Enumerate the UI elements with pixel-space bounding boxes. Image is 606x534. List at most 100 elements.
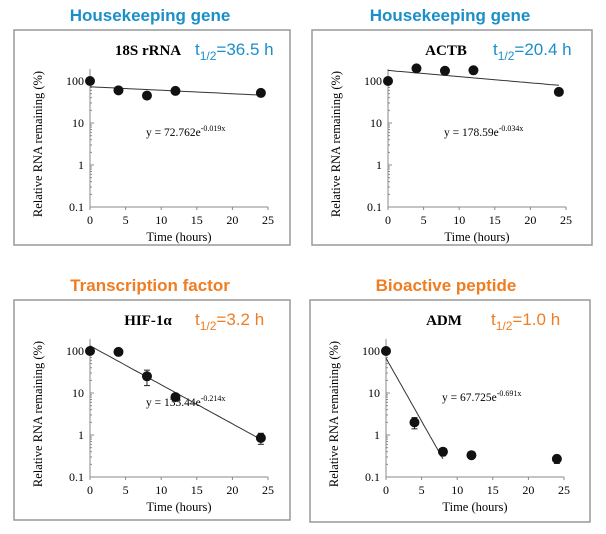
half-life-subscript: 1/2 [496,319,513,333]
fit-equation: y = 72.762e-0.019x [146,124,225,139]
y-tick-label: 10 [72,386,84,400]
gene-title: ACTB [425,43,467,59]
data-point [551,453,562,464]
half-life-prefix: t [491,310,496,329]
panel-category-title: Housekeeping gene [370,6,531,25]
x-axis-label: Time (hours) [146,500,211,514]
x-tick-label: 0 [385,213,391,227]
fit-equation-base: y = 72.762e [146,127,201,139]
half-life-label: t1/2=36.5 h [195,40,274,63]
x-axis-label: Time (hours) [444,230,509,244]
data-point [411,63,422,74]
y-tick-label: 100 [66,74,84,88]
fit-equation-exponent: -0.034x [499,124,524,133]
panel-category-title: Transcription factor [70,276,230,295]
x-tick-label: 10 [155,483,167,497]
x-tick-label: 25 [560,213,572,227]
half-life-label: t1/2=1.0 h [491,310,560,333]
x-axis-label: Time (hours) [146,230,211,244]
x-tick-label: 25 [558,483,570,497]
data-point [255,87,266,98]
data-point [113,85,124,96]
gene-title: 18S rRNA [115,43,181,59]
x-tick-label: 5 [421,213,427,227]
x-tick-label: 5 [123,483,129,497]
y-axis-label: Relative RNA remaining (%) [327,341,341,487]
chart-panel-2: Transcription factor 0.1 1 10 100 0 5 10 15 20 25 T… [13,276,291,521]
data-point [85,76,95,86]
y-tick-label: 100 [364,74,382,88]
fit-equation-exponent: -0.691x [497,389,522,398]
x-tick-label: 15 [191,483,203,497]
y-axis-label: Relative RNA remaining (%) [31,71,45,217]
data-point [113,346,124,357]
panel-frame [309,299,591,523]
x-tick-label: 15 [191,213,203,227]
chart-panel-1: Housekeeping gene 0.1 1 10 100 0 5 10 15 20 25 Time… [311,6,593,246]
half-life-value: =3.2 h [216,310,264,329]
chart-panel-3: Bioactive peptide 0.1 1 10 100 0 5 10 15 20 25 Time… [309,276,591,523]
y-tick-label: 0.1 [69,200,84,214]
data-point [255,432,266,443]
y-tick-label: 1 [78,158,84,172]
x-tick-label: 5 [419,483,425,497]
fit-equation-base: y = 133.44e [146,397,201,409]
data-point [141,371,152,382]
x-tick-label: 20 [522,483,534,497]
half-life-value: =36.5 h [216,40,273,59]
fit-equation-base: y = 178.59e [444,127,499,139]
panel-category-title: Bioactive peptide [376,276,517,295]
y-tick-label: 10 [368,386,380,400]
half-life-subscript: 1/2 [200,319,217,333]
x-tick-label: 15 [489,213,501,227]
data-point [170,392,181,403]
data-point [553,86,564,97]
y-tick-label: 100 [362,344,380,358]
gene-title: ADM [426,313,462,329]
x-tick-label: 25 [262,483,274,497]
half-life-label: t1/2=20.4 h [493,40,572,63]
fit-equation: y = 133.44e-0.214x [146,394,225,409]
data-point [170,85,181,96]
y-tick-label: 1 [376,158,382,172]
y-tick-label: 100 [66,344,84,358]
x-tick-label: 20 [226,213,238,227]
panel-frame [13,299,291,521]
data-point [466,450,477,461]
half-life-prefix: t [195,310,200,329]
x-tick-label: 5 [123,213,129,227]
x-tick-label: 10 [155,213,167,227]
half-life-label: t1/2=3.2 h [195,310,264,333]
x-tick-label: 20 [524,213,536,227]
data-point [383,76,393,86]
data-point [141,90,152,101]
half-life-value: =20.4 h [514,40,571,59]
chart-panel-0: Housekeeping gene 0.1 1 10 100 0 5 10 15 20 25 Time… [13,6,291,246]
fit-equation: y = 178.59e-0.034x [444,124,523,139]
panel-frame [311,29,593,246]
x-tick-label: 25 [262,213,274,227]
half-life-prefix: t [195,40,200,59]
y-tick-label: 1 [374,428,380,442]
y-tick-label: 0.1 [69,470,84,484]
y-tick-label: 0.1 [365,470,380,484]
x-tick-label: 20 [226,483,238,497]
x-tick-label: 10 [451,483,463,497]
data-point [409,417,420,428]
half-life-prefix: t [493,40,498,59]
x-tick-label: 0 [383,483,389,497]
panel-category-title: Housekeeping gene [70,6,231,25]
gene-title: HIF-1α [124,313,172,329]
y-tick-label: 10 [370,116,382,130]
data-point [85,346,95,356]
y-axis-label: Relative RNA remaining (%) [329,71,343,217]
data-point [439,65,450,76]
fit-equation-base: y = 67.725e [442,392,497,404]
x-tick-label: 0 [87,483,93,497]
y-axis-label: Relative RNA remaining (%) [31,341,45,487]
x-tick-label: 0 [87,213,93,227]
x-tick-label: 10 [453,213,465,227]
fit-equation-exponent: -0.214x [201,394,226,403]
data-point [437,446,448,457]
y-tick-label: 1 [78,428,84,442]
